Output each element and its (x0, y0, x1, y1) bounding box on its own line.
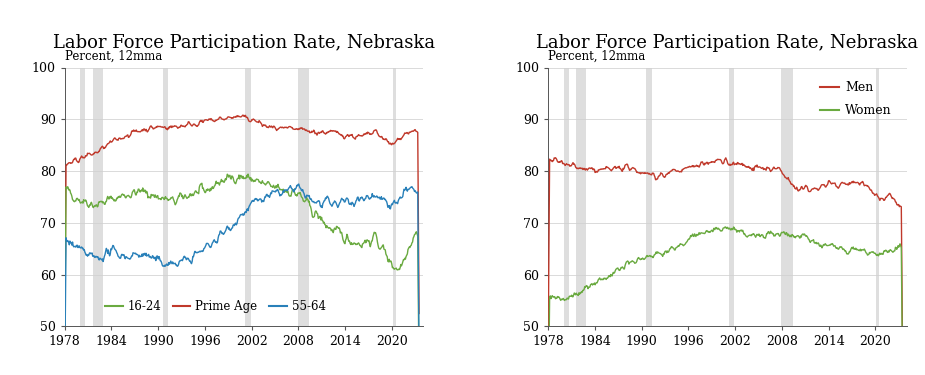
Bar (298, 68, 309, 326)
Bar (729, 68, 734, 326)
Legend: Men, Women: Men, Women (815, 76, 896, 122)
Bar (781, 68, 793, 326)
Bar (647, 68, 652, 326)
Bar (576, 68, 586, 326)
Text: Percent, 12mma: Percent, 12mma (65, 50, 162, 62)
Bar (876, 68, 880, 326)
Title: Labor Force Participation Rate, Nebraska: Labor Force Participation Rate, Nebraska (536, 34, 919, 52)
Bar (92, 68, 103, 326)
Bar (564, 68, 569, 326)
Legend: 16-24, Prime Age, 55-64: 16-24, Prime Age, 55-64 (100, 296, 330, 318)
Bar (80, 68, 85, 326)
Bar (392, 68, 396, 326)
Bar (163, 68, 168, 326)
Text: Percent, 12mma: Percent, 12mma (549, 50, 646, 62)
Title: Labor Force Participation Rate, Nebraska: Labor Force Participation Rate, Nebraska (53, 34, 435, 52)
Bar (245, 68, 251, 326)
